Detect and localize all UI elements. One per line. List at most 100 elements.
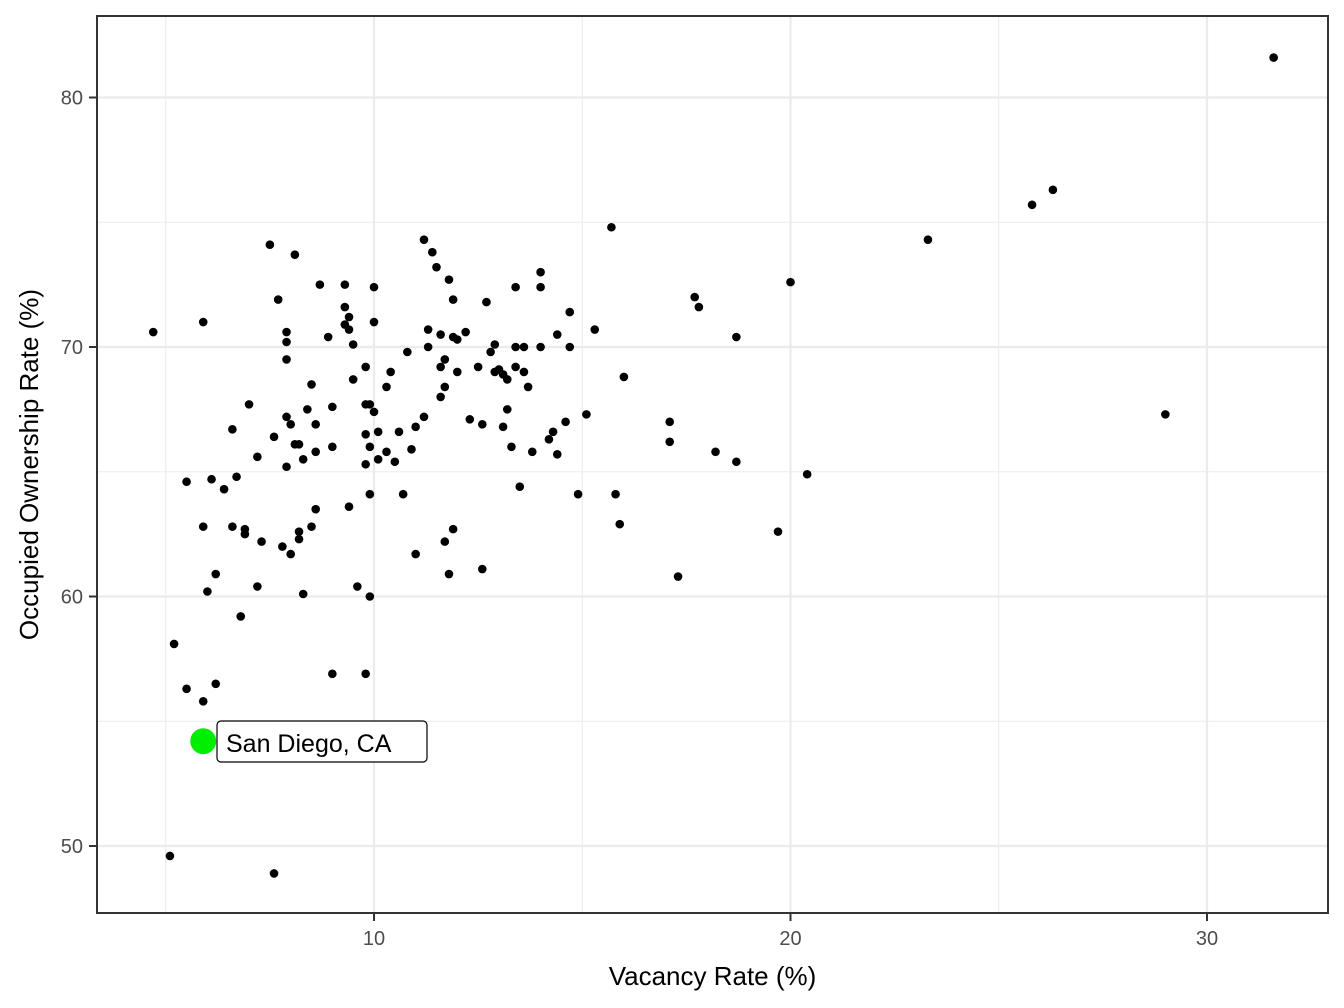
data-point[interactable] xyxy=(282,327,291,337)
data-point[interactable] xyxy=(448,524,458,534)
data-point[interactable] xyxy=(290,250,300,259)
data-point[interactable] xyxy=(303,405,312,414)
data-point[interactable] xyxy=(253,582,262,591)
data-point[interactable] xyxy=(253,452,262,462)
data-point[interactable] xyxy=(236,612,246,621)
data-point[interactable] xyxy=(311,420,320,429)
data-point[interactable] xyxy=(419,235,429,245)
data-point[interactable] xyxy=(365,592,375,601)
data-point[interactable] xyxy=(207,474,216,484)
data-point[interactable] xyxy=(386,367,395,377)
data-point[interactable] xyxy=(786,277,795,287)
data-point[interactable] xyxy=(802,469,812,479)
data-point[interactable] xyxy=(344,502,354,511)
data-point[interactable] xyxy=(394,427,404,437)
data-point[interactable] xyxy=(565,342,575,352)
data-point[interactable] xyxy=(511,342,520,352)
data-point[interactable] xyxy=(294,527,304,536)
data-point[interactable] xyxy=(323,332,333,342)
data-point[interactable] xyxy=(665,437,675,447)
data-point[interactable] xyxy=(282,462,291,472)
data-point[interactable] xyxy=(369,317,379,327)
data-point[interactable] xyxy=(436,362,445,372)
data-point[interactable] xyxy=(373,454,383,464)
data-point[interactable] xyxy=(328,669,337,679)
data-point[interactable] xyxy=(340,280,350,289)
data-point[interactable] xyxy=(428,247,437,257)
data-point[interactable] xyxy=(390,457,400,467)
data-point[interactable] xyxy=(511,282,520,292)
data-point[interactable] xyxy=(328,442,337,452)
data-point[interactable] xyxy=(211,679,221,689)
data-point[interactable] xyxy=(286,549,296,559)
data-point[interactable] xyxy=(340,302,350,312)
data-point[interactable] xyxy=(311,447,320,457)
data-point[interactable] xyxy=(436,330,445,339)
data-point[interactable] xyxy=(298,454,308,464)
data-point[interactable] xyxy=(423,342,433,352)
data-point[interactable] xyxy=(198,317,208,327)
data-point[interactable] xyxy=(365,442,375,452)
data-point[interactable] xyxy=(507,442,516,452)
data-point[interactable] xyxy=(269,432,279,442)
data-point[interactable] xyxy=(607,222,616,232)
data-point[interactable] xyxy=(552,449,562,459)
data-point[interactable] xyxy=(511,362,520,372)
data-point[interactable] xyxy=(552,330,562,339)
data-point[interactable] xyxy=(361,362,370,372)
data-point[interactable] xyxy=(498,422,508,432)
data-point[interactable] xyxy=(615,519,625,529)
data-point[interactable] xyxy=(673,572,683,581)
data-point[interactable] xyxy=(369,407,379,417)
data-point[interactable] xyxy=(473,362,483,372)
data-point[interactable] xyxy=(519,367,529,377)
data-point[interactable] xyxy=(348,375,358,384)
data-point[interactable] xyxy=(690,292,700,302)
data-point[interactable] xyxy=(1048,185,1058,195)
data-point[interactable] xyxy=(344,312,354,322)
data-point[interactable] xyxy=(311,504,320,514)
data-point[interactable] xyxy=(461,327,470,337)
data-point[interactable] xyxy=(1027,200,1037,210)
data-point[interactable] xyxy=(348,340,358,349)
data-point[interactable] xyxy=(1269,53,1278,62)
data-point[interactable] xyxy=(382,382,391,392)
data-point[interactable] xyxy=(298,589,308,599)
data-point[interactable] xyxy=(419,412,429,422)
data-point[interactable] xyxy=(477,564,487,574)
data-point[interactable] xyxy=(482,297,491,307)
data-point[interactable] xyxy=(619,372,629,382)
data-point[interactable] xyxy=(444,275,454,284)
data-point[interactable] xyxy=(361,430,370,439)
data-point[interactable] xyxy=(448,295,458,304)
data-point[interactable] xyxy=(398,489,408,499)
data-point[interactable] xyxy=(423,325,433,334)
data-point[interactable] xyxy=(527,447,537,457)
data-point[interactable] xyxy=(165,851,175,861)
data-point[interactable] xyxy=(565,307,575,317)
data-point[interactable] xyxy=(211,569,221,579)
data-point[interactable] xyxy=(411,422,420,432)
data-point[interactable] xyxy=(148,327,158,337)
data-point[interactable] xyxy=(269,869,279,878)
data-point[interactable] xyxy=(240,529,250,539)
data-point[interactable] xyxy=(203,587,212,596)
data-point[interactable] xyxy=(232,472,241,482)
data-point[interactable] xyxy=(453,335,462,344)
data-point[interactable] xyxy=(477,420,487,429)
data-point[interactable] xyxy=(353,582,362,591)
data-point[interactable] xyxy=(278,542,287,551)
data-point[interactable] xyxy=(273,295,283,304)
data-point[interactable] xyxy=(732,332,741,342)
data-point[interactable] xyxy=(294,440,304,449)
data-point[interactable] xyxy=(665,417,675,427)
data-point[interactable] xyxy=(465,415,475,424)
data-point[interactable] xyxy=(440,382,450,392)
data-point[interactable] xyxy=(282,355,291,364)
data-point[interactable] xyxy=(198,522,208,531)
data-point[interactable] xyxy=(440,537,450,546)
data-point[interactable] xyxy=(382,447,391,457)
data-point[interactable] xyxy=(228,425,237,434)
data-point[interactable] xyxy=(286,420,296,429)
data-point[interactable] xyxy=(582,410,591,419)
